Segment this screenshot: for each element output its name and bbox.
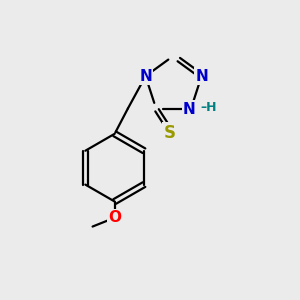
Text: –H: –H <box>200 101 217 114</box>
Text: N: N <box>195 69 208 84</box>
Text: N: N <box>183 101 196 116</box>
Text: O: O <box>108 210 121 225</box>
Text: S: S <box>164 124 175 142</box>
Text: N: N <box>139 69 152 84</box>
